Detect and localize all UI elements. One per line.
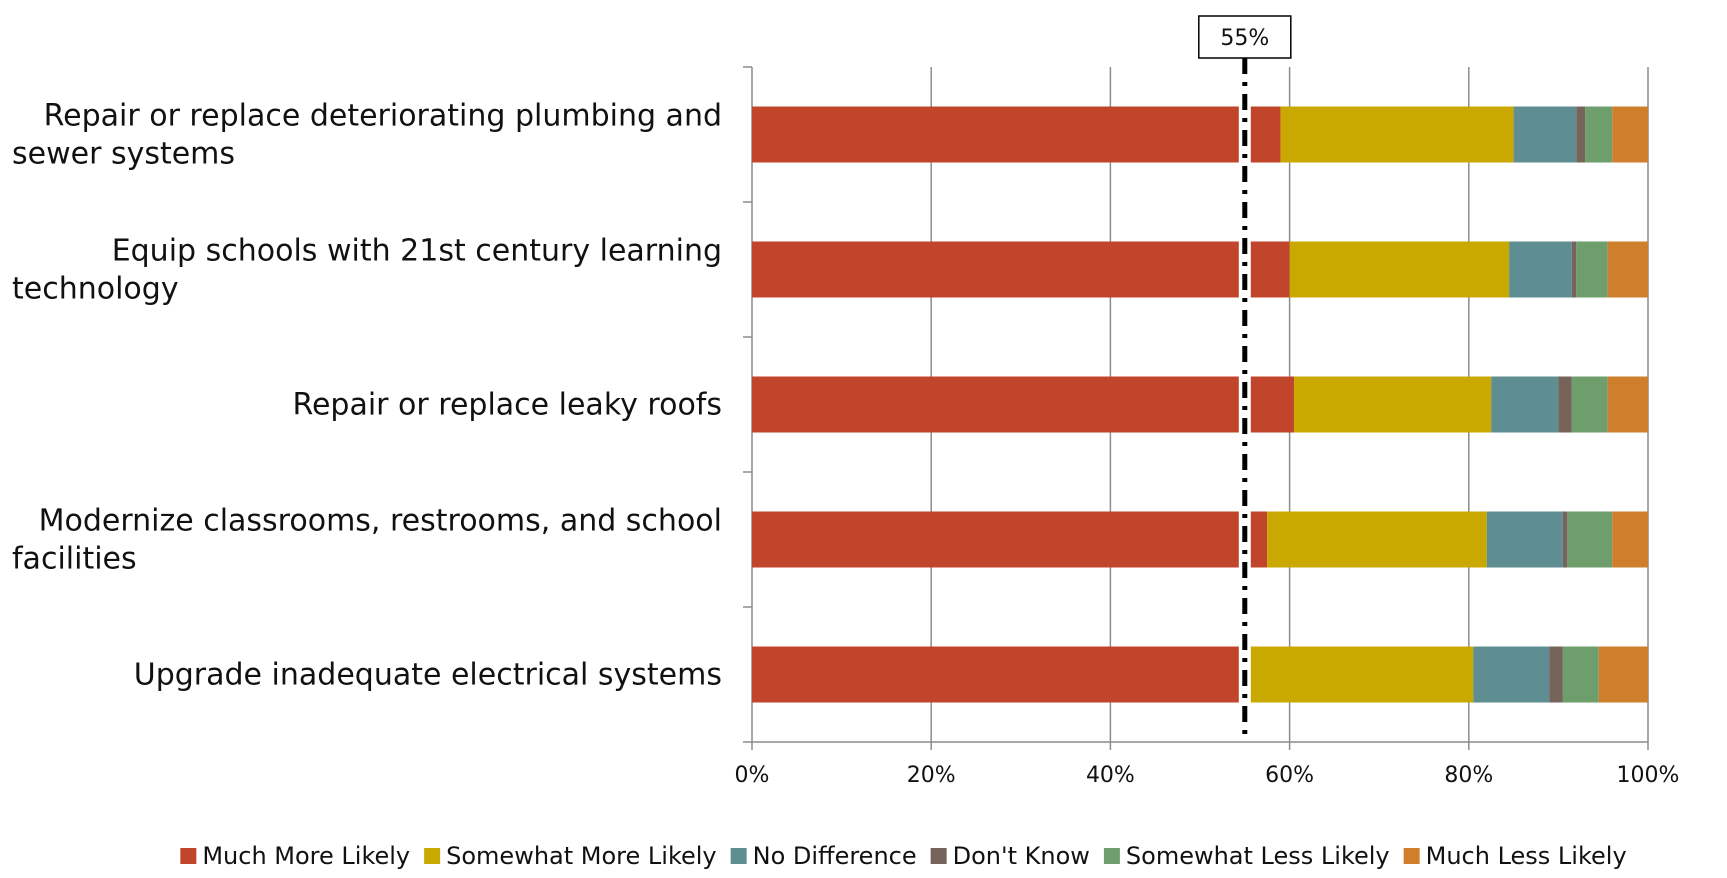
- x-tick-labels: 0% 20% 40% 60% 80% 100%: [735, 763, 1680, 788]
- legend-swatch: [180, 848, 197, 864]
- reference-label: 55%: [1220, 26, 1269, 51]
- legend-swatch: [424, 848, 441, 864]
- category-label: Repair or replace deteriorating plumbing…: [12, 99, 722, 172]
- bar-segment: [1567, 511, 1613, 568]
- category-label: Equip schools with 21st century learning…: [12, 234, 722, 307]
- bar-segment: [1598, 646, 1648, 703]
- bar-segment: [1280, 106, 1514, 163]
- bar-segment: [1549, 646, 1563, 703]
- legend-label: Somewhat More Likely: [446, 842, 717, 870]
- bar-segment: [1576, 106, 1586, 163]
- bar-segment: [1486, 511, 1563, 568]
- category-label: Repair or replace leaky roofs: [292, 388, 722, 423]
- bar-segment: [1576, 241, 1608, 298]
- legend-swatch: [930, 848, 947, 864]
- legend-label: Don't Know: [953, 842, 1090, 870]
- legend-swatch: [1403, 848, 1420, 864]
- legend: Much More Likely Somewhat More Likely No D…: [180, 842, 1627, 870]
- bar-segment: [1558, 376, 1572, 433]
- legend-label: Much More Likely: [202, 842, 410, 870]
- bar-segment: [752, 241, 1290, 298]
- bar-segment: [1267, 511, 1487, 568]
- legend-label: Somewhat Less Likely: [1126, 842, 1390, 870]
- bars: [752, 106, 1648, 703]
- bar-segment: [1585, 106, 1613, 163]
- bar-segment: [752, 646, 1250, 703]
- x-tick-label: 0%: [735, 763, 770, 788]
- bar-segment: [1562, 646, 1599, 703]
- bar-segment: [1289, 241, 1510, 298]
- bar-segment: [1612, 106, 1648, 163]
- bar-segment: [1607, 241, 1648, 298]
- legend-item: Much Less Likely: [1403, 842, 1627, 870]
- legend-item: Somewhat More Likely: [424, 842, 717, 870]
- x-tick-label: 100%: [1617, 763, 1680, 788]
- bar-segment: [1249, 646, 1474, 703]
- bar-segment: [1509, 241, 1572, 298]
- bar-segment: [1562, 511, 1568, 568]
- bar-segment: [1607, 376, 1648, 433]
- legend-swatch: [1103, 848, 1120, 864]
- bar-segment: [752, 106, 1281, 163]
- category-label: Upgrade inadequate electrical systems: [134, 658, 722, 693]
- bar-segment: [1473, 646, 1550, 703]
- bar-segment: [1491, 376, 1559, 433]
- legend-label: Much Less Likely: [1426, 842, 1627, 870]
- bar-segment: [1294, 376, 1492, 433]
- legend-swatch: [730, 848, 747, 864]
- bar-segment: [1513, 106, 1577, 163]
- legend-item: Don't Know: [930, 842, 1090, 870]
- x-tick-label: 20%: [907, 763, 956, 788]
- bar-segment: [752, 376, 1295, 433]
- x-tick-label: 80%: [1444, 763, 1493, 788]
- legend-item: Somewhat Less Likely: [1103, 842, 1390, 870]
- category-labels: Repair or replace deteriorating plumbing…: [12, 99, 722, 693]
- bar-segment: [1612, 511, 1648, 568]
- bar-segment: [752, 511, 1268, 568]
- x-tick-label: 60%: [1265, 763, 1314, 788]
- reference-line: 55%: [1198, 15, 1292, 734]
- legend-item: No Difference: [730, 842, 917, 870]
- bar-segment: [1571, 241, 1577, 298]
- x-tick-label: 40%: [1086, 763, 1135, 788]
- legend-label: No Difference: [753, 842, 917, 870]
- category-label: Modernize classrooms, restrooms, and sch…: [12, 504, 722, 577]
- legend-item: Much More Likely: [180, 842, 410, 870]
- reference-label-box: [1198, 15, 1292, 59]
- bar-segment: [1571, 376, 1608, 433]
